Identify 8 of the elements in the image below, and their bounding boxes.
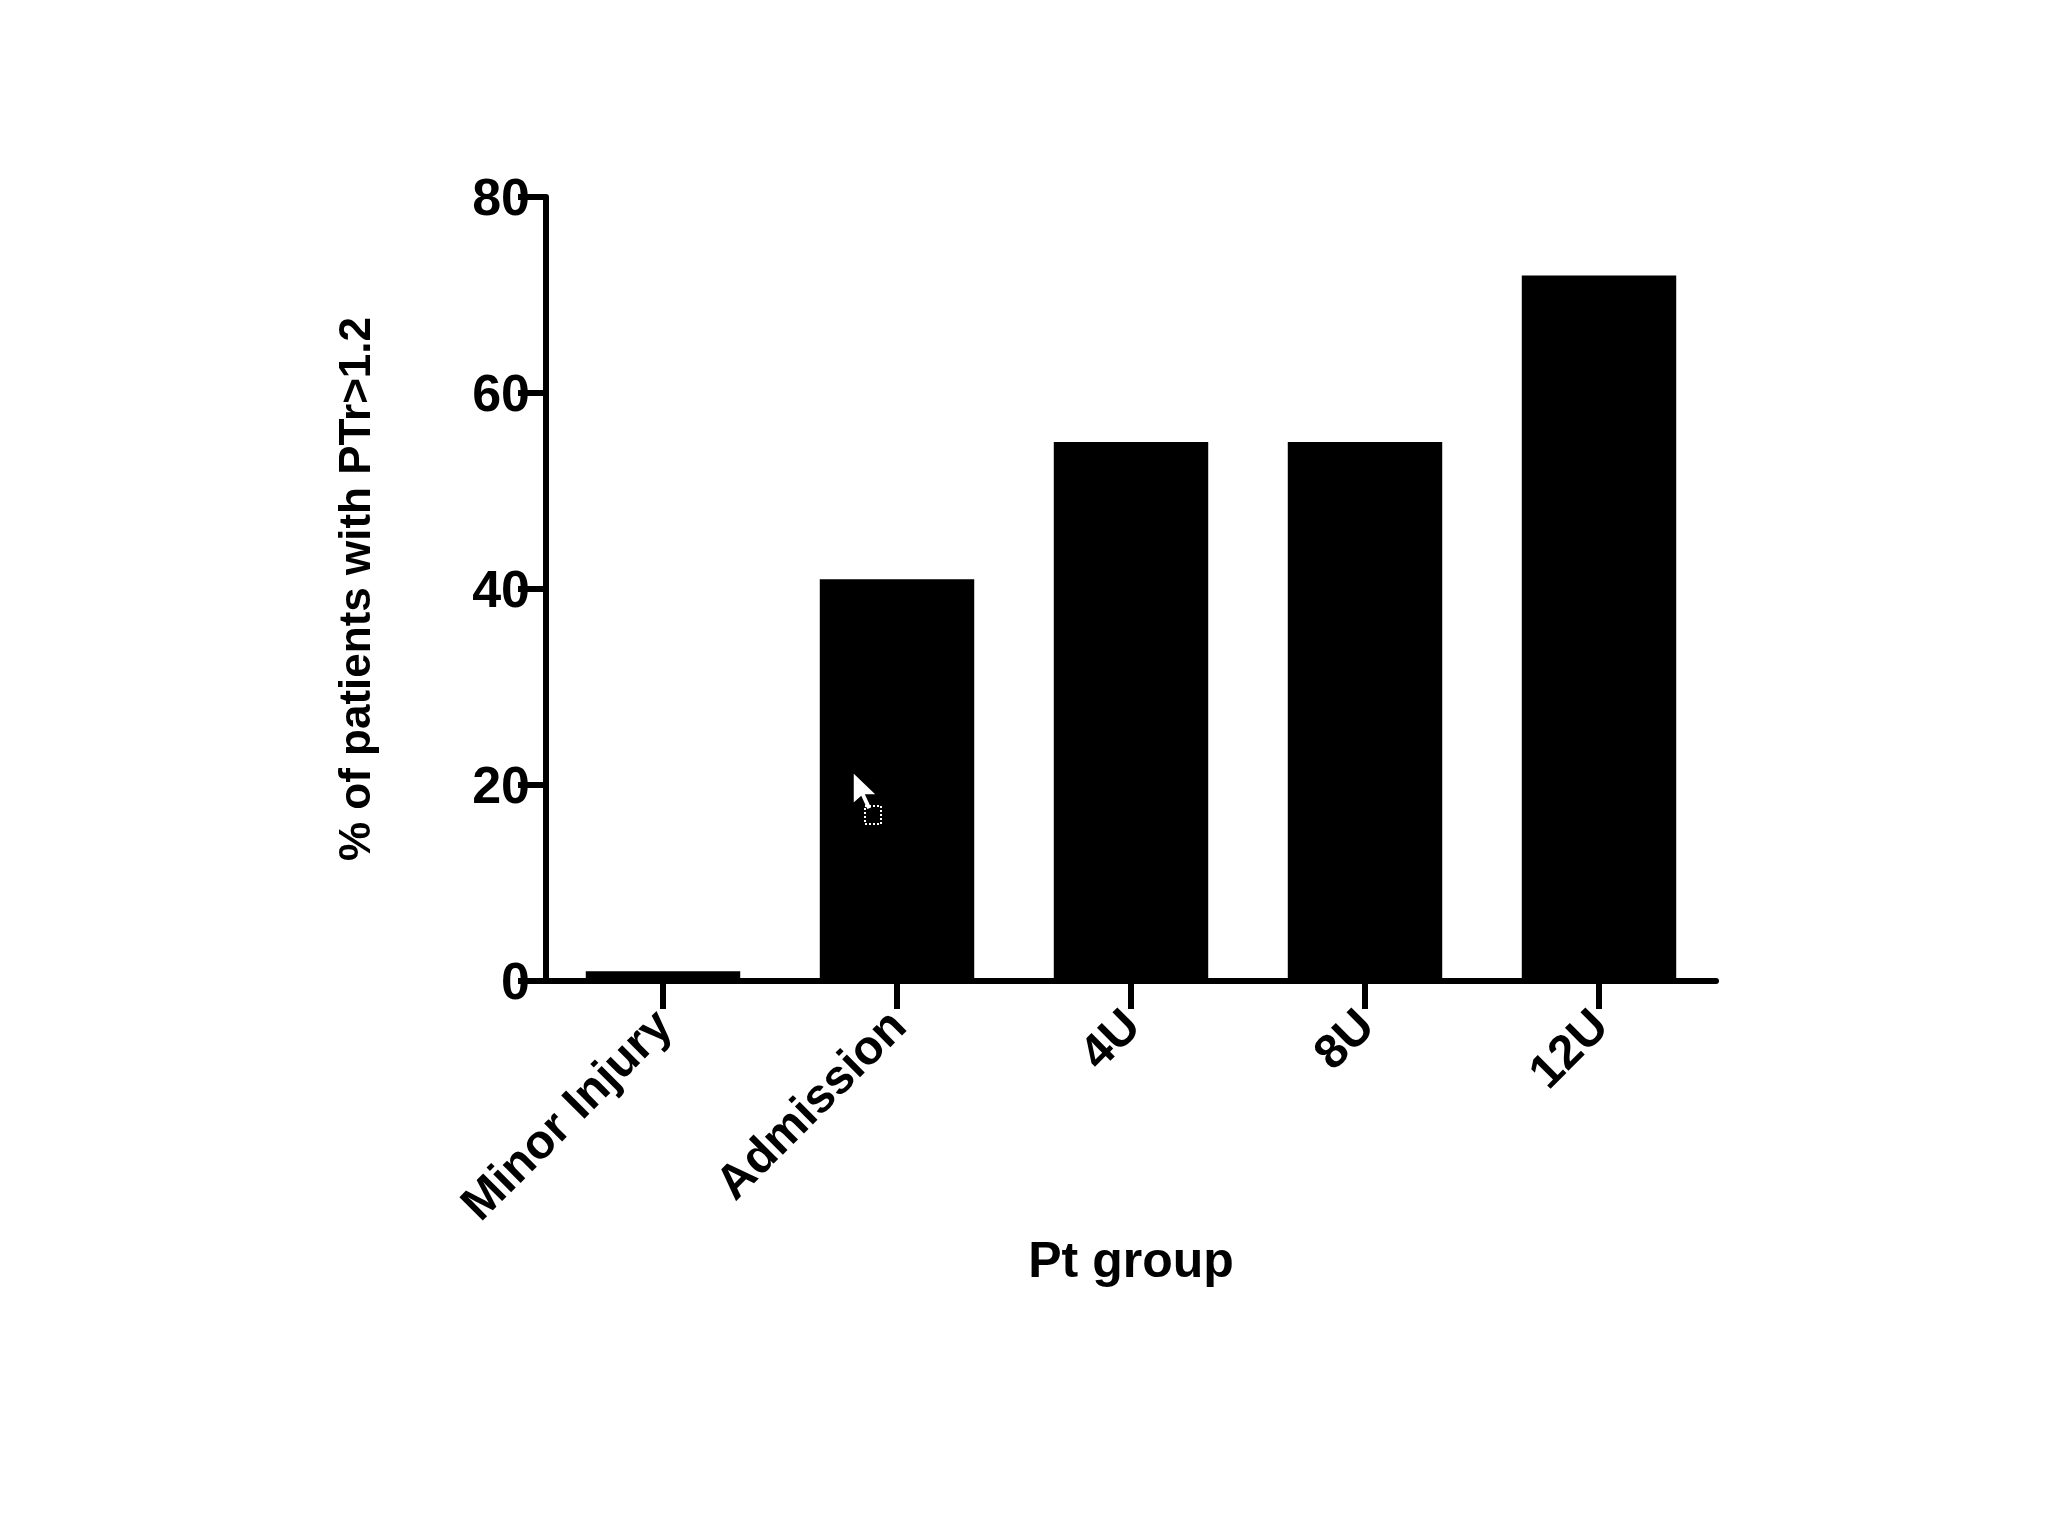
y-tick-label: 20 <box>472 756 530 814</box>
y-tick-label: 80 <box>472 168 530 226</box>
x-axis-title: Pt group <box>1028 1232 1234 1289</box>
y-tick-label: 60 <box>472 364 530 422</box>
y-tick-label: 40 <box>472 560 530 618</box>
x-tick-label: 4U <box>1068 998 1150 1080</box>
y-axis-title: % of patients with PTr>1.2 <box>329 316 379 862</box>
x-tick-label: 8U <box>1302 998 1384 1080</box>
